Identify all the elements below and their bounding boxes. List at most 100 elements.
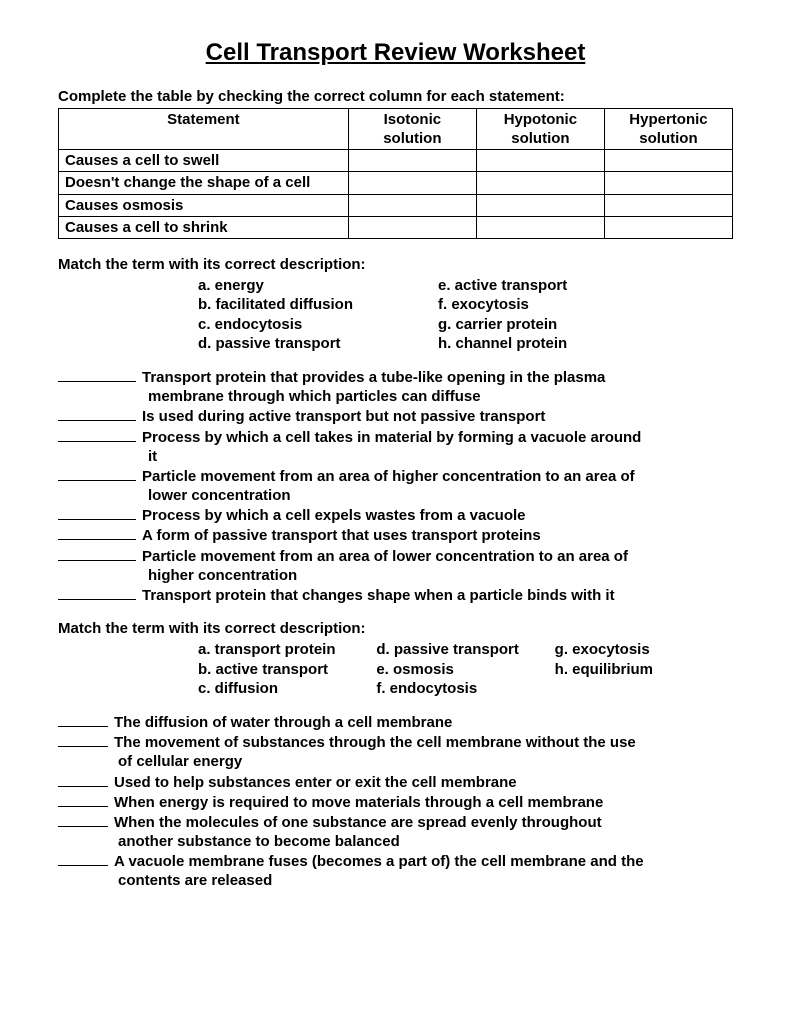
match2-terms: a. transport protein d. passive transpor… [198,640,733,698]
question-text: Process by which a cell takes in materia… [142,428,733,447]
questions2-block: The diffusion of water through a cell me… [58,712,733,891]
question-line: A form of passive transport that uses tr… [58,525,733,545]
answer-cell[interactable] [476,194,604,216]
answer-cell[interactable] [476,172,604,194]
table-row: Doesn't change the shape of a cell [59,172,733,194]
match1-term: e. active transport [438,276,678,295]
match2-term: f. endocytosis [376,679,554,698]
question-continuation: of cellular energy [118,752,733,771]
answer-blank[interactable] [58,772,108,787]
answer-blank[interactable] [58,427,136,442]
answer-blank[interactable] [58,406,136,421]
question-continuation: contents are released [118,871,733,890]
answer-blank[interactable] [58,732,108,747]
stmt-cell: Doesn't change the shape of a cell [59,172,349,194]
answer-cell[interactable] [348,216,476,238]
match2-instruction: Match the term with its correct descript… [58,619,733,638]
answer-cell[interactable] [348,194,476,216]
answer-blank[interactable] [58,505,136,520]
question-text: Particle movement from an area of higher… [142,467,733,486]
question-line: Particle movement from an area of lower … [58,546,733,566]
match1-instruction: Match the term with its correct descript… [58,255,733,274]
answer-blank[interactable] [58,525,136,540]
match1-term: f. exocytosis [438,295,678,314]
answer-cell[interactable] [604,216,732,238]
table-header-row: Statement Isotonic solution Hypotonic so… [59,108,733,149]
table-row: Causes a cell to shrink [59,216,733,238]
question-text: A form of passive transport that uses tr… [142,526,733,545]
answer-cell[interactable] [476,216,604,238]
answer-blank[interactable] [58,712,108,727]
question-line: When the molecules of one substance are … [58,812,733,832]
answer-blank[interactable] [58,585,136,600]
match1-term: a. energy [198,276,438,295]
match1-term: g. carrier protein [438,315,678,334]
match2-term: c. diffusion [198,679,376,698]
page-title: Cell Transport Review Worksheet [58,38,733,69]
question-line: Process by which a cell expels wastes fr… [58,505,733,525]
match2-term: d. passive transport [376,640,554,659]
question-line: Used to help substances enter or exit th… [58,772,733,792]
question-continuation: lower concentration [148,486,733,505]
question-continuation: higher concentration [148,566,733,585]
answer-cell[interactable] [476,150,604,172]
question-line: Transport protein that provides a tube-l… [58,367,733,387]
solutions-table: Statement Isotonic solution Hypotonic so… [58,108,733,239]
question-text: Used to help substances enter or exit th… [114,773,733,792]
answer-cell[interactable] [348,172,476,194]
question-line: The diffusion of water through a cell me… [58,712,733,732]
table-row: Causes osmosis [59,194,733,216]
header-isotonic: Isotonic solution [348,108,476,149]
question-text: Transport protein that provides a tube-l… [142,368,733,387]
question-line: Process by which a cell takes in materia… [58,427,733,447]
match2-term: a. transport protein [198,640,376,659]
question-line: A vacuole membrane fuses (becomes a part… [58,851,733,871]
match2-term [555,679,733,698]
question-text: Particle movement from an area of lower … [142,547,733,566]
answer-blank[interactable] [58,792,108,807]
stmt-cell: Causes osmosis [59,194,349,216]
questions1-block: Transport protein that provides a tube-l… [58,367,733,605]
answer-cell[interactable] [348,150,476,172]
worksheet-page: Cell Transport Review Worksheet Complete… [0,0,791,1024]
match1-term: b. facilitated diffusion [198,295,438,314]
stmt-cell: Causes a cell to shrink [59,216,349,238]
answer-cell[interactable] [604,194,732,216]
question-line: Is used during active transport but not … [58,406,733,426]
header-hypotonic: Hypotonic solution [476,108,604,149]
question-text: Transport protein that changes shape whe… [142,586,733,605]
question-text: Is used during active transport but not … [142,407,733,426]
match1-terms: a. energy e. active transport b. facilit… [198,276,733,353]
header-statement: Statement [59,108,349,149]
question-text: When energy is required to move material… [114,793,733,812]
match1-term: c. endocytosis [198,315,438,334]
question-continuation: another substance to become balanced [118,832,733,851]
header-hypertonic: Hypertonic solution [604,108,732,149]
question-continuation: membrane through which particles can dif… [148,387,733,406]
table-row: Causes a cell to swell [59,150,733,172]
answer-blank[interactable] [58,546,136,561]
answer-blank[interactable] [58,367,136,382]
answer-blank[interactable] [58,466,136,481]
answer-cell[interactable] [604,150,732,172]
question-line: The movement of substances through the c… [58,732,733,752]
question-text: Process by which a cell expels wastes fr… [142,506,733,525]
question-line: Particle movement from an area of higher… [58,466,733,486]
table-instruction: Complete the table by checking the corre… [58,87,733,106]
answer-blank[interactable] [58,812,108,827]
question-text: A vacuole membrane fuses (becomes a part… [114,852,733,871]
question-line: Transport protein that changes shape whe… [58,585,733,605]
match2-term: b. active transport [198,660,376,679]
question-text: When the molecules of one substance are … [114,813,733,832]
stmt-cell: Causes a cell to swell [59,150,349,172]
answer-cell[interactable] [604,172,732,194]
match2-term: h. equilibrium [555,660,733,679]
question-text: The diffusion of water through a cell me… [114,713,733,732]
match2-term: e. osmosis [376,660,554,679]
match1-term: d. passive transport [198,334,438,353]
match1-term: h. channel protein [438,334,678,353]
answer-blank[interactable] [58,851,108,866]
question-text: The movement of substances through the c… [114,733,733,752]
question-continuation: it [148,447,733,466]
match2-term: g. exocytosis [555,640,733,659]
